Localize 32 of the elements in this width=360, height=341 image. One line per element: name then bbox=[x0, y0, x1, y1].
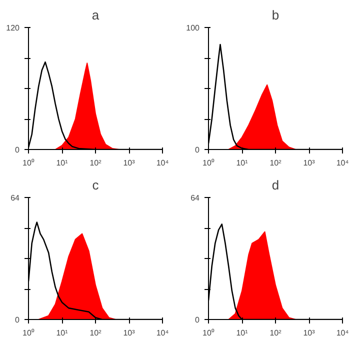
x-tick-label: 10² bbox=[270, 328, 282, 338]
x-tick-label: 10² bbox=[90, 328, 102, 338]
y-tick-label: 0 bbox=[195, 146, 200, 154]
x-tick-label: 10¹ bbox=[56, 328, 68, 338]
x-tick-label: 10⁴ bbox=[156, 158, 170, 168]
x-tick-label: 10³ bbox=[123, 328, 136, 338]
x-tick-label: 10⁰ bbox=[22, 328, 34, 338]
x-tick-label: 10¹ bbox=[236, 158, 248, 168]
y-tick-label: 120 bbox=[6, 24, 20, 32]
y-tick-label: 0 bbox=[195, 316, 200, 324]
chart-title: b bbox=[272, 8, 280, 22]
chart-title: a bbox=[92, 8, 100, 22]
x-tick-label: 10¹ bbox=[236, 328, 248, 338]
x-tick-label: 10⁴ bbox=[336, 328, 350, 338]
y-tick-label: 100 bbox=[186, 24, 200, 32]
chart-title: d bbox=[272, 178, 280, 192]
y-tick-label: 64 bbox=[190, 194, 200, 202]
chart-title: c bbox=[92, 178, 100, 192]
x-tick-label: 10³ bbox=[303, 328, 316, 338]
y-tick-label: 0 bbox=[15, 316, 20, 324]
x-tick-label: 10⁰ bbox=[202, 158, 214, 168]
x-tick-label: 10² bbox=[90, 158, 102, 168]
x-tick-label: 10¹ bbox=[56, 158, 68, 168]
x-tick-label: 10⁴ bbox=[156, 328, 170, 338]
x-tick-label: 10⁰ bbox=[202, 328, 214, 338]
x-tick-label: 10⁴ bbox=[336, 158, 350, 168]
x-tick-label: 10³ bbox=[303, 158, 316, 168]
x-tick-label: 10⁰ bbox=[22, 158, 34, 168]
x-tick-label: 10³ bbox=[123, 158, 136, 168]
x-tick-label: 10² bbox=[270, 158, 282, 168]
y-tick-label: 0 bbox=[15, 146, 20, 154]
y-tick-label: 64 bbox=[10, 194, 20, 202]
